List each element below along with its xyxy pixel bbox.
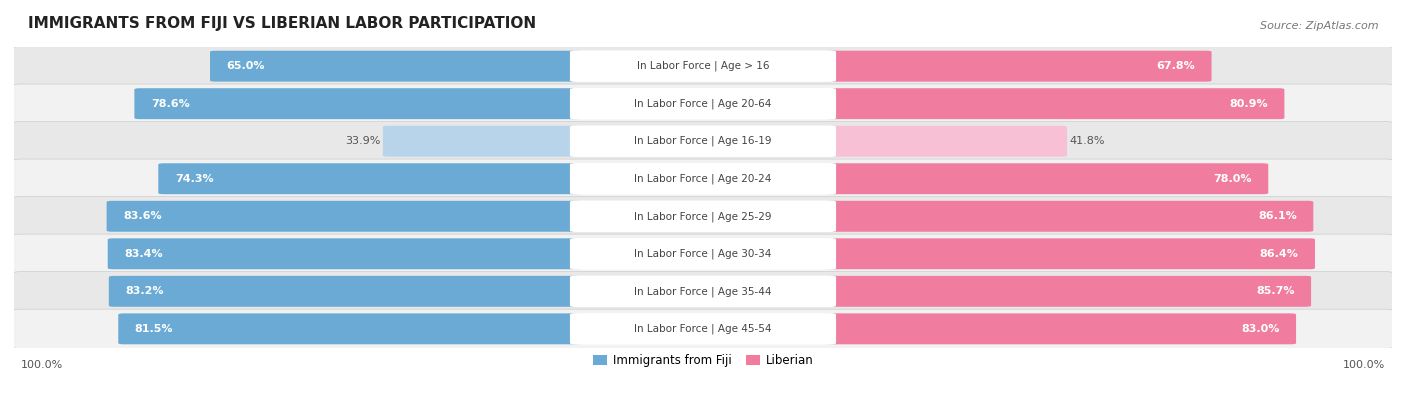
Text: In Labor Force | Age 45-54: In Labor Force | Age 45-54	[634, 324, 772, 334]
Text: Source: ZipAtlas.com: Source: ZipAtlas.com	[1260, 21, 1378, 31]
FancyBboxPatch shape	[13, 122, 1393, 161]
Text: 83.6%: 83.6%	[124, 211, 162, 221]
FancyBboxPatch shape	[569, 313, 837, 344]
FancyBboxPatch shape	[13, 47, 1393, 86]
FancyBboxPatch shape	[13, 272, 1393, 311]
Text: 33.9%: 33.9%	[344, 136, 380, 146]
FancyBboxPatch shape	[13, 197, 1393, 236]
Text: 85.7%: 85.7%	[1256, 286, 1295, 296]
FancyBboxPatch shape	[569, 238, 837, 269]
FancyBboxPatch shape	[107, 201, 582, 232]
Text: 86.4%: 86.4%	[1260, 249, 1298, 259]
Text: 86.1%: 86.1%	[1258, 211, 1296, 221]
Text: 78.6%: 78.6%	[150, 99, 190, 109]
Text: 100.0%: 100.0%	[1343, 359, 1385, 370]
Text: In Labor Force | Age 20-64: In Labor Force | Age 20-64	[634, 98, 772, 109]
FancyBboxPatch shape	[824, 51, 1212, 82]
FancyBboxPatch shape	[382, 126, 582, 157]
FancyBboxPatch shape	[824, 238, 1315, 269]
FancyBboxPatch shape	[824, 313, 1296, 344]
Text: 83.2%: 83.2%	[125, 286, 165, 296]
FancyBboxPatch shape	[569, 51, 837, 82]
Text: 67.8%: 67.8%	[1156, 61, 1195, 71]
Text: 74.3%: 74.3%	[174, 174, 214, 184]
Text: 80.9%: 80.9%	[1229, 99, 1268, 109]
FancyBboxPatch shape	[569, 88, 837, 119]
FancyBboxPatch shape	[13, 309, 1393, 348]
FancyBboxPatch shape	[569, 201, 837, 232]
Text: In Labor Force | Age 30-34: In Labor Force | Age 30-34	[634, 248, 772, 259]
Text: In Labor Force | Age 35-44: In Labor Force | Age 35-44	[634, 286, 772, 297]
Text: IMMIGRANTS FROM FIJI VS LIBERIAN LABOR PARTICIPATION: IMMIGRANTS FROM FIJI VS LIBERIAN LABOR P…	[28, 16, 536, 31]
FancyBboxPatch shape	[569, 126, 837, 157]
Text: In Labor Force | Age 16-19: In Labor Force | Age 16-19	[634, 136, 772, 147]
FancyBboxPatch shape	[108, 276, 582, 307]
Text: 83.0%: 83.0%	[1241, 324, 1279, 334]
FancyBboxPatch shape	[13, 159, 1393, 198]
Text: In Labor Force | Age 20-24: In Labor Force | Age 20-24	[634, 173, 772, 184]
FancyBboxPatch shape	[824, 88, 1285, 119]
Legend: Immigrants from Fiji, Liberian: Immigrants from Fiji, Liberian	[588, 349, 818, 372]
Text: 65.0%: 65.0%	[226, 61, 264, 71]
FancyBboxPatch shape	[569, 276, 837, 307]
Text: 78.0%: 78.0%	[1213, 174, 1251, 184]
FancyBboxPatch shape	[824, 201, 1313, 232]
Text: In Labor Force | Age 25-29: In Labor Force | Age 25-29	[634, 211, 772, 222]
FancyBboxPatch shape	[569, 163, 837, 194]
Text: 41.8%: 41.8%	[1070, 136, 1105, 146]
FancyBboxPatch shape	[824, 163, 1268, 194]
FancyBboxPatch shape	[824, 126, 1067, 157]
FancyBboxPatch shape	[135, 88, 582, 119]
FancyBboxPatch shape	[13, 234, 1393, 273]
Text: In Labor Force | Age > 16: In Labor Force | Age > 16	[637, 61, 769, 71]
FancyBboxPatch shape	[159, 163, 582, 194]
FancyBboxPatch shape	[118, 313, 582, 344]
FancyBboxPatch shape	[13, 84, 1393, 123]
FancyBboxPatch shape	[108, 238, 582, 269]
FancyBboxPatch shape	[209, 51, 582, 82]
Text: 81.5%: 81.5%	[135, 324, 173, 334]
Text: 100.0%: 100.0%	[21, 359, 63, 370]
FancyBboxPatch shape	[824, 276, 1310, 307]
Text: 83.4%: 83.4%	[124, 249, 163, 259]
